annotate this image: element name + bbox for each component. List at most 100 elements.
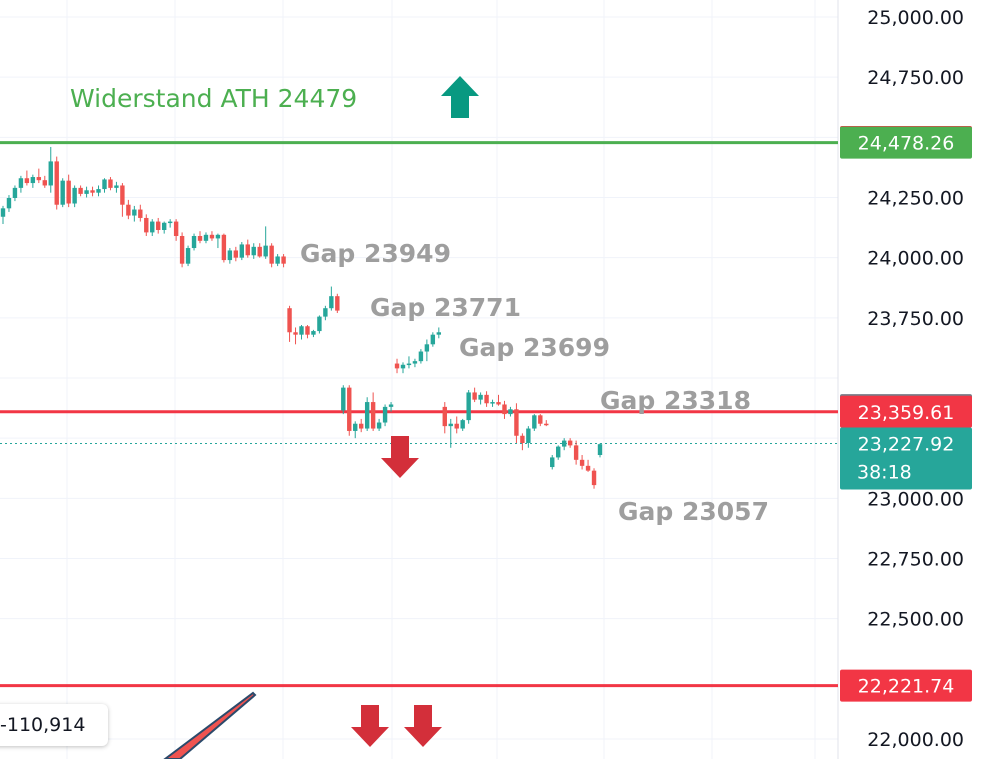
candle-body[interactable] <box>472 392 477 400</box>
candle-body[interactable] <box>353 423 358 431</box>
candle-body[interactable] <box>561 440 567 447</box>
candle-body[interactable] <box>579 459 585 466</box>
candle-body[interactable] <box>347 387 352 431</box>
up-arrow-icon[interactable] <box>441 76 479 118</box>
candle-body[interactable] <box>173 221 179 237</box>
candle-body[interactable] <box>185 248 191 264</box>
candle-body[interactable] <box>114 185 119 188</box>
down-arrow-icon[interactable] <box>404 705 442 747</box>
candle-body[interactable] <box>221 234 227 261</box>
candle-body[interactable] <box>36 177 42 181</box>
candle-body[interactable] <box>466 392 471 421</box>
candle-body[interactable] <box>585 465 591 471</box>
candle-body[interactable] <box>359 423 364 429</box>
candle-body[interactable] <box>161 222 167 230</box>
candle-body[interactable] <box>502 404 507 415</box>
candle-body[interactable] <box>120 185 125 205</box>
candle-body[interactable] <box>514 409 519 436</box>
candle-body[interactable] <box>299 326 304 335</box>
candle-body[interactable] <box>215 234 221 239</box>
candle-body[interactable] <box>305 326 310 335</box>
candle-body[interactable] <box>60 180 65 205</box>
candle-body[interactable] <box>263 245 268 257</box>
candle-body[interactable] <box>436 332 442 335</box>
candle-body[interactable] <box>496 402 501 405</box>
candle-body[interactable] <box>376 422 382 429</box>
candle-body[interactable] <box>150 221 155 233</box>
annotation-text[interactable]: Gap 23949 <box>300 239 451 268</box>
candle-body[interactable] <box>90 190 95 193</box>
candle-body[interactable] <box>520 435 525 443</box>
candle-body[interactable] <box>424 344 430 352</box>
candle-body[interactable] <box>96 189 101 193</box>
candle-body[interactable] <box>400 364 406 369</box>
candle-body[interactable] <box>597 444 603 456</box>
candle-body[interactable] <box>30 177 36 184</box>
candle-body[interactable] <box>48 161 53 186</box>
candle-body[interactable] <box>448 423 453 427</box>
candle-body[interactable] <box>197 236 203 241</box>
candle-body[interactable] <box>72 187 77 204</box>
candle-body[interactable] <box>591 470 597 486</box>
candle-body[interactable] <box>382 406 388 423</box>
annotation-text[interactable]: Widerstand ATH 24479 <box>70 84 357 113</box>
candle-body[interactable] <box>442 406 447 427</box>
price-badge[interactable] <box>840 126 972 159</box>
candle-body[interactable] <box>156 221 161 230</box>
candle-body[interactable] <box>550 457 555 468</box>
candle-body[interactable] <box>556 446 561 458</box>
candle-body[interactable] <box>430 334 436 345</box>
candle-body[interactable] <box>317 316 322 332</box>
candle-body[interactable] <box>335 296 340 311</box>
candle-body[interactable] <box>245 244 250 256</box>
candle-body[interactable] <box>454 423 459 429</box>
candle-body[interactable] <box>394 363 400 369</box>
candle-body[interactable] <box>132 209 137 216</box>
candle-body[interactable] <box>544 423 549 426</box>
candle-body[interactable] <box>341 387 346 411</box>
candle-body[interactable] <box>406 363 412 366</box>
price-badge[interactable] <box>840 427 972 490</box>
candle-body[interactable] <box>418 351 424 362</box>
candle-body[interactable] <box>126 204 131 216</box>
candle-body[interactable] <box>311 331 316 335</box>
candle-body[interactable] <box>478 394 483 400</box>
candle-body[interactable] <box>364 402 370 429</box>
candle-body[interactable] <box>84 190 89 194</box>
candle-body[interactable] <box>293 332 298 335</box>
candle-body[interactable] <box>239 244 244 258</box>
candle-body[interactable] <box>227 250 233 261</box>
candle-body[interactable] <box>388 404 394 407</box>
candle-body[interactable] <box>209 234 215 239</box>
candle-body[interactable] <box>323 308 328 317</box>
candle-body[interactable] <box>42 180 47 186</box>
candle-body[interactable] <box>0 208 6 217</box>
candle-body[interactable] <box>538 415 543 424</box>
candle-body[interactable] <box>275 256 280 264</box>
candle-body[interactable] <box>144 217 149 233</box>
candle-body[interactable] <box>54 161 59 205</box>
candle-body[interactable] <box>281 256 286 264</box>
candle-body[interactable] <box>251 246 256 256</box>
candle-body[interactable] <box>460 420 465 429</box>
candle-body[interactable] <box>484 394 489 404</box>
candle-body[interactable] <box>167 221 173 224</box>
candle-body[interactable] <box>78 187 83 194</box>
candle-body[interactable] <box>532 415 537 429</box>
candle-body[interactable] <box>66 180 71 204</box>
price-badge[interactable] <box>840 395 972 428</box>
annotation-text[interactable]: Gap 23771 <box>370 293 521 322</box>
candle-body[interactable] <box>573 445 579 460</box>
candle-body[interactable] <box>203 234 209 241</box>
candle-body[interactable] <box>412 361 418 364</box>
candle-body[interactable] <box>526 428 531 443</box>
price-badge[interactable] <box>840 669 972 702</box>
down-arrow-icon[interactable] <box>381 436 419 478</box>
down-arrow-icon[interactable] <box>351 705 389 747</box>
candle-body[interactable] <box>329 296 334 309</box>
candle-body[interactable] <box>370 402 376 429</box>
candle-body[interactable] <box>191 236 197 249</box>
annotation-text[interactable]: Gap 23318 <box>600 386 751 415</box>
candle-body[interactable] <box>508 409 513 415</box>
